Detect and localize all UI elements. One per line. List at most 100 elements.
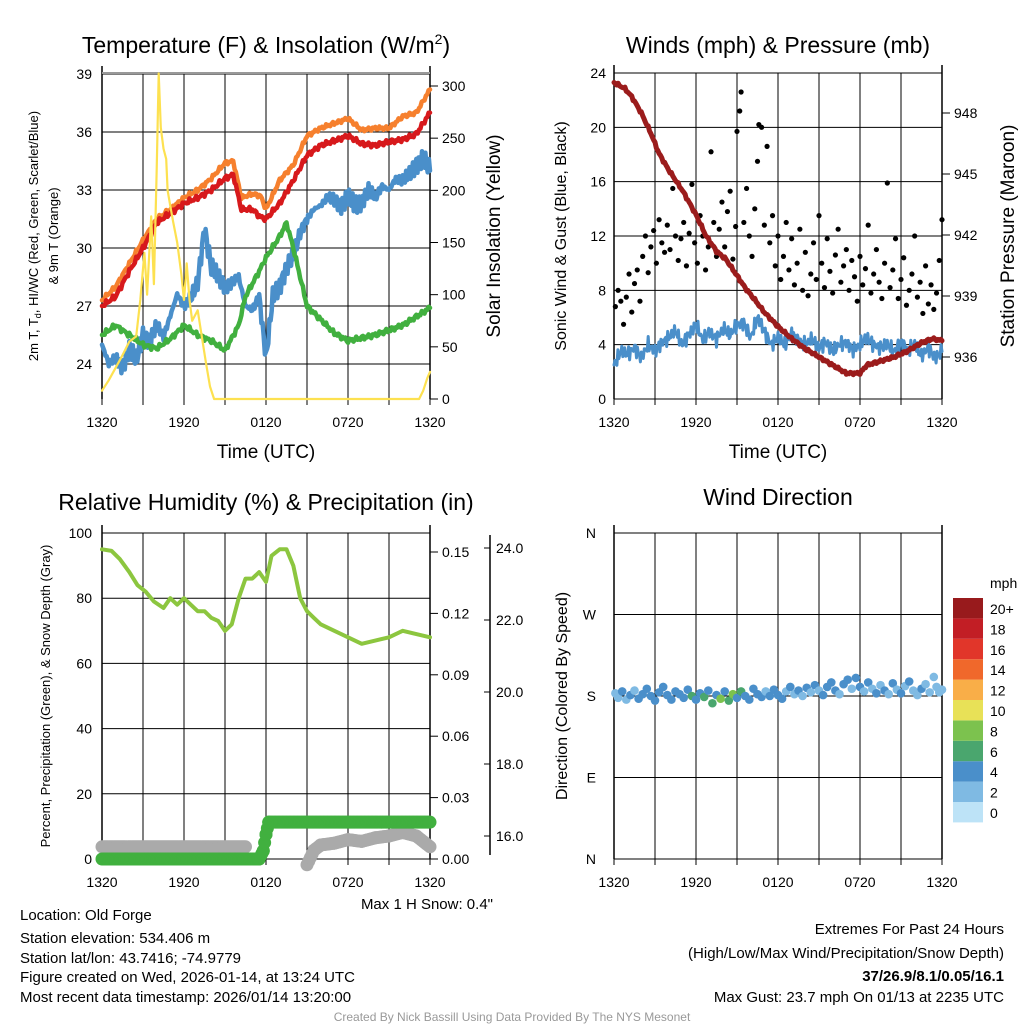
- y-tick-label: 4: [598, 337, 606, 353]
- gust-point: [827, 268, 833, 274]
- gust-point: [780, 253, 787, 259]
- gust-point: [879, 295, 885, 302]
- precip-tick-label: 0.00: [442, 851, 469, 867]
- gust-point: [618, 298, 624, 304]
- snow-tick-label: 20.0: [496, 684, 523, 700]
- gust-point: [775, 233, 781, 239]
- gust-point: [653, 260, 659, 266]
- gust-point: [920, 310, 926, 317]
- gust-point: [936, 257, 942, 264]
- gust-point: [906, 287, 912, 293]
- y-tick-label: N: [586, 525, 596, 541]
- gust-point: [794, 260, 800, 266]
- y2-tick-label: 942: [954, 227, 978, 243]
- direction-point: [896, 688, 906, 698]
- y-tick-label: 33: [76, 182, 92, 198]
- gust-point: [786, 267, 792, 273]
- gust-point: [862, 266, 869, 272]
- gust-point: [912, 233, 918, 239]
- gust-point: [719, 199, 725, 205]
- latlon-text: Station lat/lon: 43.7416; -74.9779: [20, 950, 241, 967]
- direction-point: [798, 691, 807, 701]
- gust-point: [783, 219, 789, 226]
- gust-point: [702, 267, 709, 273]
- x-tick-label: 0120: [250, 414, 281, 430]
- gust-point: [917, 279, 923, 285]
- direction-point: [704, 686, 713, 695]
- gust-point: [716, 226, 722, 232]
- credit-text: Created By Nick Bassill Using Data Provi…: [334, 1010, 691, 1024]
- gust-point: [692, 240, 698, 246]
- gust-point: [759, 124, 765, 130]
- colorbar-swatch: [953, 700, 983, 721]
- x-tick-label: 1920: [168, 874, 199, 890]
- extremes-subtitle: (High/Low/Max Wind/Precipitation/Snow De…: [688, 945, 1004, 962]
- gust-point: [738, 89, 744, 95]
- gust-point: [631, 280, 638, 287]
- direction-point: [884, 689, 893, 699]
- y2-tick-label: 945: [954, 166, 978, 182]
- gust-point: [727, 188, 733, 194]
- direction-point: [888, 679, 898, 688]
- gust-point: [664, 222, 670, 228]
- x-tick-label: 1320: [926, 874, 957, 890]
- precip-tick-label: 0.09: [442, 667, 469, 683]
- y-tick-label: 100: [69, 525, 93, 541]
- y2-tick-label: 948: [954, 105, 978, 121]
- colorbar-label: 4: [990, 764, 998, 780]
- gust-point: [876, 279, 882, 285]
- gust-point: [819, 260, 825, 266]
- gust-point: [659, 240, 665, 246]
- gust-point: [832, 252, 839, 258]
- created-text: Figure created on Wed, 2026-01-14, at 13…: [20, 969, 355, 986]
- colorbar-label: 2: [990, 785, 998, 801]
- direction-point: [872, 688, 881, 698]
- direction-point: [937, 685, 947, 694]
- colorbar-label: 0: [990, 805, 998, 821]
- gust-point: [689, 181, 695, 187]
- gust-point: [651, 227, 657, 234]
- gust-point: [678, 236, 684, 242]
- direction-point: [818, 690, 828, 700]
- gust-point: [890, 267, 896, 273]
- gust-point: [615, 287, 621, 293]
- wind-y2label: Station Pressure (Maroon): [998, 125, 1019, 348]
- direction-point: [765, 691, 775, 701]
- x-tick-label: 1920: [680, 874, 711, 890]
- gust-point: [810, 240, 817, 246]
- y2-tick-label: 50: [442, 339, 458, 355]
- snow-depth-point: [423, 840, 437, 854]
- gust-point: [931, 306, 937, 312]
- direction-ylabel: Direction (Colored By Speed): [554, 592, 571, 800]
- gust-point: [612, 304, 618, 310]
- direction-point: [617, 687, 627, 696]
- gust-point: [898, 276, 904, 283]
- x-tick-label: 1320: [926, 414, 957, 430]
- direction-point: [859, 687, 869, 696]
- colorbar-swatch: [953, 598, 983, 619]
- precip-tick-label: 0.15: [442, 544, 469, 560]
- gust-point: [683, 263, 690, 269]
- direction-point: [650, 696, 660, 705]
- extremes-values: 37/26.9/8.1/0.05/16.1: [862, 968, 1004, 985]
- direction-point: [642, 684, 652, 694]
- gust-point: [873, 246, 880, 253]
- gust-point: [670, 185, 676, 192]
- gust-point: [656, 217, 662, 223]
- gust-point: [769, 213, 776, 219]
- precip-point: [423, 815, 437, 829]
- y2-tick-label: 939: [954, 288, 978, 304]
- direction-panel-title: Wind Direction: [703, 484, 853, 510]
- y-tick-label: 40: [76, 721, 92, 737]
- gust-point: [681, 219, 687, 226]
- gust-point: [882, 260, 888, 266]
- wind-panel-title: Winds (mph) & Pressure (mb): [626, 32, 930, 58]
- gust-point: [830, 290, 836, 296]
- wind-ylabel: Sonic Wind & Gust (Blue, Black): [553, 121, 570, 350]
- temp-ylabel: 2m T, Td, HI/WC (Red, Green, Scarlet/Blu…: [26, 111, 43, 361]
- colorbar-label: 18: [990, 621, 1006, 637]
- colorbar-swatch: [953, 679, 983, 700]
- y2-tick-label: 300: [442, 78, 466, 94]
- gust-point: [841, 263, 847, 269]
- colorbar-swatch: [953, 659, 983, 680]
